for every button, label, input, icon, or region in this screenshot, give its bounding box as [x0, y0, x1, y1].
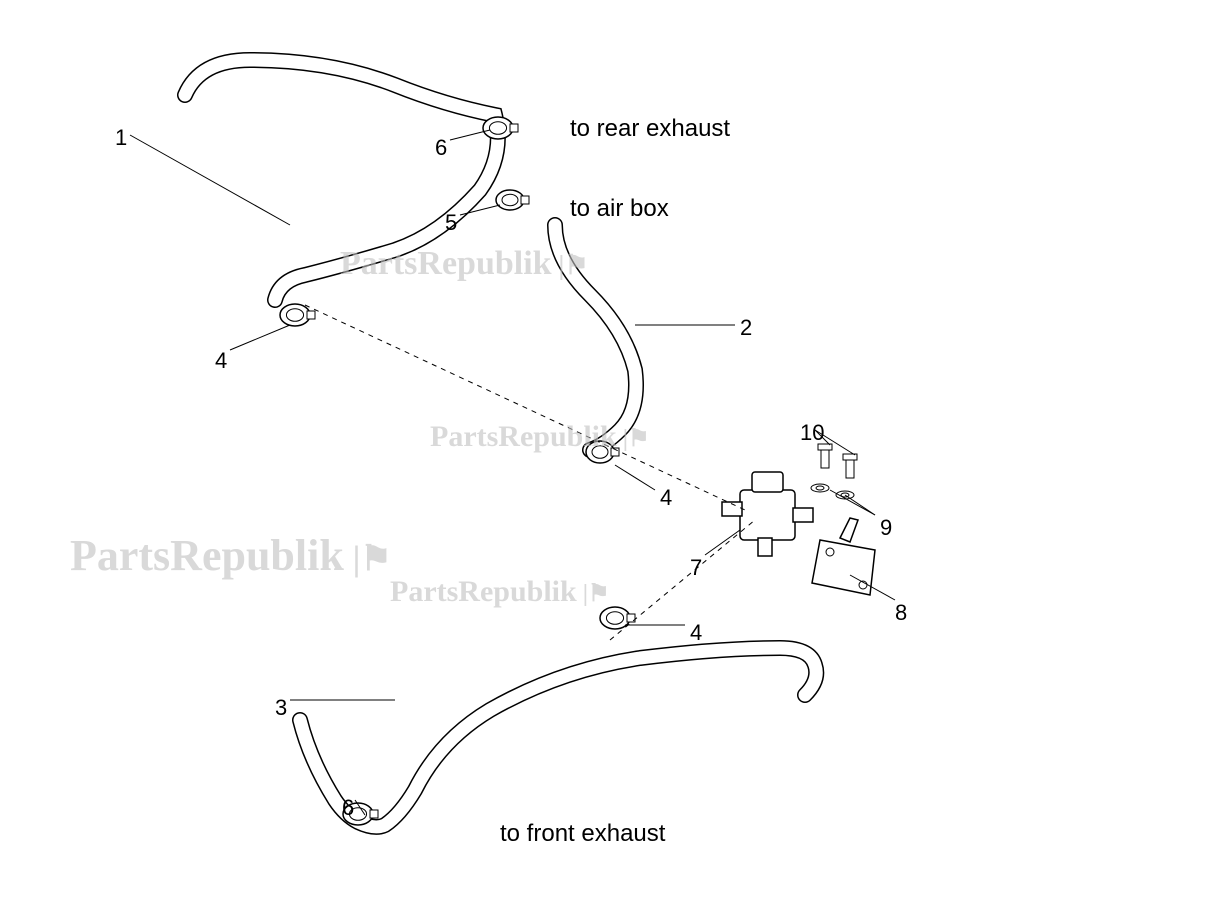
- callout-6: 6: [342, 795, 354, 821]
- callout-10: 10: [800, 420, 824, 446]
- callout-5: 5: [445, 210, 457, 236]
- callout-2: 2: [740, 315, 752, 341]
- callout-9: 9: [880, 515, 892, 541]
- callout-3: 3: [275, 695, 287, 721]
- label-air-box: to air box: [570, 195, 669, 223]
- callout-4: 4: [690, 620, 702, 646]
- label-rear-exhaust: to rear exhaust: [570, 115, 730, 143]
- callout-4: 4: [215, 348, 227, 374]
- label-front-exhaust: to front exhaust: [500, 820, 665, 848]
- callout-7: 7: [690, 555, 702, 581]
- callout-4: 4: [660, 485, 672, 511]
- parts-diagram: to rear exhaust to air box to front exhaus…: [0, 0, 1205, 904]
- callout-6: 6: [435, 135, 447, 161]
- callout-1: 1: [115, 125, 127, 151]
- callout-8: 8: [895, 600, 907, 626]
